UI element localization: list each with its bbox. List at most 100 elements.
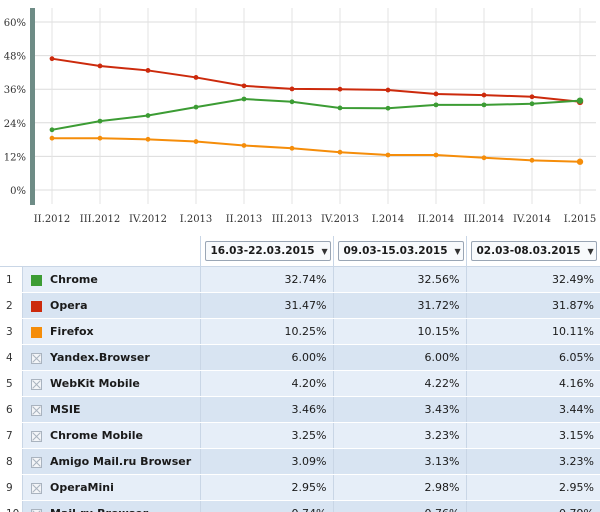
browser-name: OperaMini	[50, 474, 200, 501]
row-rank: 8	[0, 448, 23, 475]
data-point-firefox[interactable]	[241, 143, 247, 148]
data-point-chrome[interactable]	[145, 113, 151, 118]
y-tick-label: 48%	[4, 52, 26, 63]
data-point-firefox[interactable]	[97, 135, 103, 141]
share-value: 4.16%	[465, 370, 600, 397]
table-row[interactable]: 1 Chrome 32.74% 32.56% 32.49%	[0, 266, 600, 293]
checkbox-icon[interactable]	[30, 456, 42, 468]
table-row[interactable]: 5 WebKit Mobile 4.20% 4.22% 4.16%	[0, 370, 600, 397]
data-point-opera[interactable]	[433, 91, 439, 97]
period-select-1[interactable]: 16.03-22.03.2015 ▼	[204, 241, 331, 261]
data-point-opera[interactable]	[481, 92, 487, 98]
grid	[35, 8, 596, 204]
data-point-firefox[interactable]	[576, 158, 584, 165]
x-axis-labels: II.2012 III.2012 IV.2012 I.2013 II.2013 III.2…	[34, 214, 597, 225]
share-value: 31.87%	[465, 292, 600, 319]
share-value: 0.76%	[332, 500, 466, 512]
data-point-chrome[interactable]	[337, 105, 343, 111]
y-tick-label: 0%	[10, 186, 26, 197]
data-point-opera[interactable]	[193, 75, 199, 80]
legend-square-icon[interactable]	[30, 274, 42, 286]
browser-name: Opera	[50, 292, 200, 319]
row-rank: 1	[0, 266, 23, 293]
table-row[interactable]: 7 Chrome Mobile 3.25% 3.23% 3.15%	[0, 422, 600, 449]
data-point-chrome[interactable]	[49, 127, 55, 133]
share-value: 3.23%	[465, 448, 600, 475]
table-row[interactable]: 4 Yandex.Browser 6.00% 6.00% 6.05%	[0, 344, 600, 371]
data-point-firefox[interactable]	[481, 155, 487, 161]
data-point-opera[interactable]	[49, 56, 55, 62]
data-point-chrome[interactable]	[289, 99, 295, 105]
checkbox-icon[interactable]	[30, 430, 42, 442]
data-point-opera[interactable]	[145, 68, 151, 73]
data-point-firefox[interactable]	[529, 157, 535, 163]
data-point-firefox[interactable]	[289, 145, 295, 151]
share-value: 6.00%	[199, 344, 333, 371]
share-value: 2.95%	[199, 474, 333, 501]
checkbox-icon[interactable]	[30, 378, 42, 390]
table-row[interactable]: 8 Amigo Mail.ru Browser 3.09% 3.13% 3.23%	[0, 448, 600, 475]
legend-square-icon[interactable]	[30, 326, 42, 338]
x-tick-label: I.2014	[372, 214, 405, 225]
data-point-chrome[interactable]	[385, 105, 391, 111]
table-row[interactable]: 9 OperaMini 2.95% 2.98% 2.95%	[0, 474, 600, 501]
x-tick-label: II.2013	[226, 214, 263, 225]
data-point-firefox[interactable]	[145, 136, 151, 142]
checkbox-icon[interactable]	[30, 404, 42, 416]
data-point-firefox[interactable]	[385, 152, 391, 158]
row-rank: 5	[0, 370, 23, 397]
y-tick-label: 24%	[4, 119, 26, 130]
row-rank: 2	[0, 292, 23, 319]
browser-name: Chrome	[50, 266, 200, 293]
row-rank: 4	[0, 344, 23, 371]
share-value: 6.00%	[332, 344, 466, 371]
share-value: 3.44%	[465, 396, 600, 423]
share-value: 3.23%	[332, 422, 466, 449]
row-rank: 7	[0, 422, 23, 449]
data-point-opera[interactable]	[529, 94, 535, 100]
share-value: 2.95%	[465, 474, 600, 501]
x-tick-label: IV.2014	[513, 214, 551, 225]
checkbox-icon[interactable]	[30, 508, 42, 512]
data-point-firefox[interactable]	[337, 149, 343, 155]
browser-name: Firefox	[50, 318, 200, 345]
table-row[interactable]: 10 Mail.ru Browser0.74%0.76%0.79%	[0, 500, 600, 512]
browser-name: Amigo Mail.ru Browser	[50, 448, 200, 475]
period-select-3[interactable]: 02.03-08.03.2015 ▼	[470, 241, 597, 261]
table-header-row: 16.03-22.03.2015 ▼ 09.03-15.03.2015 ▼ 02.0…	[0, 236, 600, 267]
table-row[interactable]: 3 Firefox 10.25% 10.15% 10.11%	[0, 318, 600, 345]
share-value: 4.22%	[332, 370, 466, 397]
row-rank: 10	[0, 500, 23, 512]
data-point-chrome[interactable]	[193, 104, 199, 110]
period-select-2[interactable]: 09.03-15.03.2015 ▼	[337, 241, 464, 261]
data-point-chrome[interactable]	[529, 101, 535, 107]
table-row[interactable]: 2 Opera 31.47% 31.72% 31.87%	[0, 292, 600, 319]
x-tick-label: III.2012	[80, 214, 120, 225]
data-point-firefox[interactable]	[433, 152, 439, 158]
legend-square-icon[interactable]	[30, 300, 42, 312]
data-point-chrome[interactable]	[97, 118, 103, 124]
data-point-opera[interactable]	[241, 83, 247, 89]
data-point-opera[interactable]	[337, 86, 343, 92]
share-value: 10.11%	[465, 318, 600, 345]
data-point-chrome[interactable]	[481, 102, 487, 108]
series-line-chrome	[51, 97, 581, 131]
browser-name: Yandex.Browser	[50, 344, 200, 371]
checkbox-icon[interactable]	[30, 352, 42, 364]
browser-name: MSIE	[50, 396, 200, 423]
data-point-firefox[interactable]	[49, 135, 55, 141]
data-point-firefox[interactable]	[193, 139, 199, 144]
data-point-chrome[interactable]	[576, 97, 584, 104]
data-point-opera[interactable]	[385, 87, 391, 93]
data-point-opera[interactable]	[289, 86, 295, 92]
x-tick-label: IV.2013	[321, 214, 359, 225]
data-point-chrome[interactable]	[433, 102, 439, 108]
share-value: 3.43%	[332, 396, 466, 423]
share-value: 6.05%	[465, 344, 600, 371]
data-point-chrome[interactable]	[241, 96, 247, 102]
checkbox-icon[interactable]	[30, 482, 42, 494]
table-row[interactable]: 6 MSIE 3.46% 3.43% 3.44%	[0, 396, 600, 423]
share-value: 10.15%	[332, 318, 466, 345]
data-point-opera[interactable]	[97, 63, 103, 69]
row-rank: 6	[0, 396, 23, 423]
